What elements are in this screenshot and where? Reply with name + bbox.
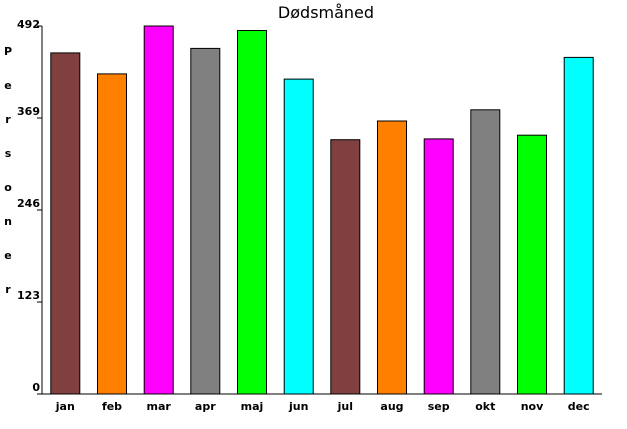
y-tick-label-246: 246: [17, 197, 40, 210]
x-tick-label-jul: jul: [337, 400, 353, 413]
bars-group: [50, 25, 594, 395]
y-axis-label-char: r: [5, 113, 11, 126]
x-tick-label-sep: sep: [428, 400, 450, 413]
x-tick-label-jun: jun: [288, 400, 308, 413]
bar-maj: [237, 30, 267, 395]
x-tick-label-okt: okt: [475, 400, 495, 413]
y-axis-label-char: o: [4, 181, 12, 194]
x-tick-label-jan: jan: [55, 400, 75, 413]
y-axis-label-char: e: [4, 79, 11, 92]
y-axis-label-char: e: [4, 249, 11, 262]
chart-title: Dødsmåned: [278, 3, 374, 22]
y-axis-label-char: s: [5, 147, 12, 160]
bar-nov: [517, 134, 547, 395]
x-tick-label-apr: apr: [195, 400, 216, 413]
bar-okt: [470, 109, 501, 395]
x-axis-ticks: jan feb mar apr maj jun jul aug sep okt nov dec: [55, 400, 590, 413]
bar-jun: [283, 78, 314, 395]
y-tick-label-0: 0: [32, 381, 40, 394]
y-axis-label-char: P: [4, 45, 12, 58]
bar-sep: [423, 138, 454, 395]
y-tick-label-492: 492: [17, 18, 40, 31]
x-tick-label-aug: aug: [380, 400, 403, 413]
bar-mar: [143, 25, 174, 395]
x-tick-label-dec: dec: [568, 400, 590, 413]
bar-feb: [97, 73, 127, 395]
y-axis-label-char: n: [4, 215, 12, 228]
bar-dec: [563, 56, 594, 395]
y-tick-label-123: 123: [17, 289, 40, 302]
bar-jul: [330, 139, 361, 395]
y-tick-label-369: 369: [17, 105, 40, 118]
x-tick-label-mar: mar: [147, 400, 172, 413]
axes: [41, 26, 602, 395]
x-tick-label-nov: nov: [521, 400, 544, 413]
bar-apr: [190, 47, 221, 395]
bar-jan: [50, 52, 81, 395]
x-tick-label-maj: maj: [241, 400, 264, 413]
bar-aug: [377, 120, 407, 395]
y-axis-label: Pe r s o n e r: [4, 45, 12, 296]
x-tick-label-feb: feb: [102, 400, 122, 413]
y-axis-ticks: 0 123 246 369 492: [17, 18, 42, 395]
y-axis-label-char: r: [5, 283, 11, 296]
